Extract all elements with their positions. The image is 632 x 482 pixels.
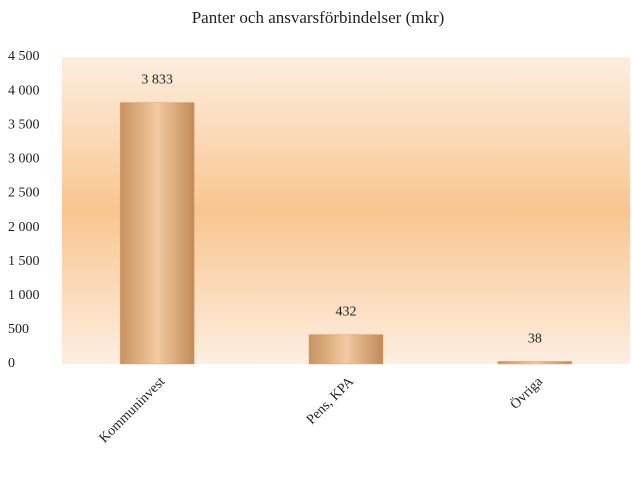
bar xyxy=(497,361,573,365)
y-tick-label: 3 500 xyxy=(8,117,40,132)
y-tick-label: 1 000 xyxy=(8,288,40,303)
y-tick-label: 3 000 xyxy=(8,152,40,167)
y-tick-label: 1 500 xyxy=(8,254,40,269)
bar xyxy=(119,102,195,365)
data-label: 38 xyxy=(528,332,542,347)
y-tick-label: 2 500 xyxy=(8,186,40,201)
y-tick-label: 4 500 xyxy=(8,49,40,64)
x-tick-label: Pens, KPA xyxy=(304,374,358,428)
y-tick-label: 2 000 xyxy=(8,220,40,235)
y-tick-label: 0 xyxy=(8,356,15,371)
data-label: 3 833 xyxy=(141,73,173,88)
data-label: 432 xyxy=(336,305,357,320)
y-tick-label: 500 xyxy=(8,322,29,337)
bar xyxy=(308,334,384,365)
x-tick-label: Övriga xyxy=(506,373,546,413)
chart-title: Panter och ansvarsförbindelser (mkr) xyxy=(192,8,445,27)
x-tick-label: Kommuninvest xyxy=(97,374,169,446)
y-tick-label: 4 000 xyxy=(8,83,40,98)
